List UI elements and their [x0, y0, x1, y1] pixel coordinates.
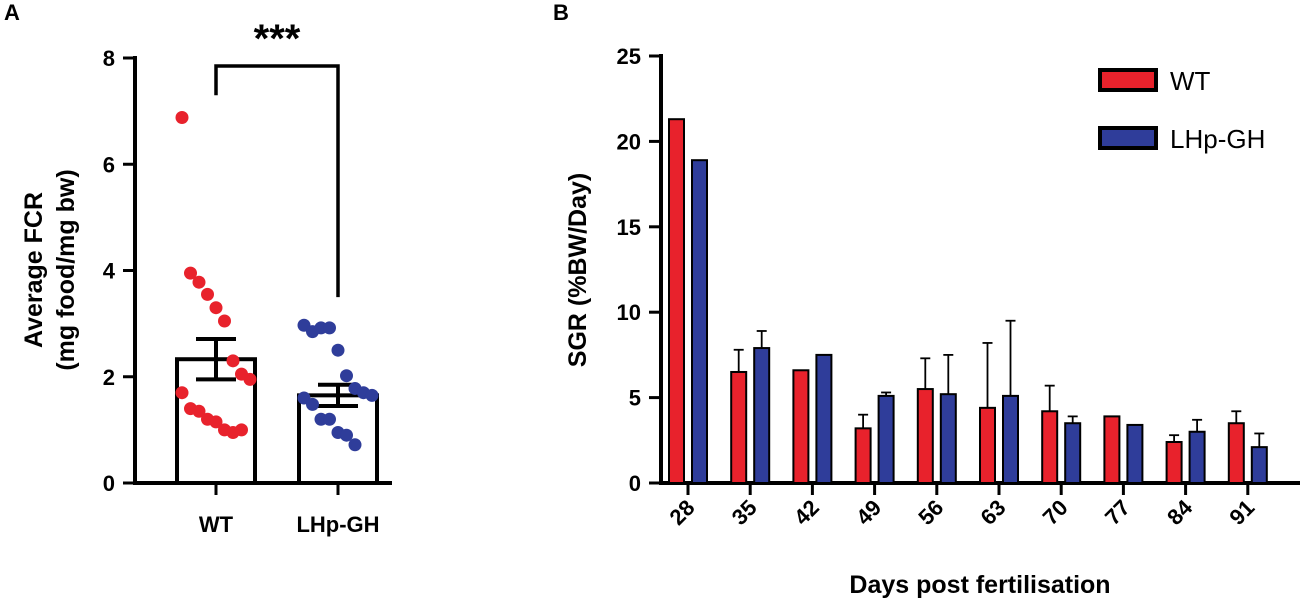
panel-b-x-axis-title: Days post fertilisation — [849, 571, 1110, 599]
panel-b-legend-swatch-lhp-gh — [1098, 126, 1158, 150]
panel-b-bar-wt — [1041, 410, 1059, 485]
panel-a-data-point — [209, 301, 223, 315]
panel-a-data-point — [331, 343, 345, 357]
panel-b-bar-wt — [730, 370, 748, 485]
panel-a-data-point — [192, 404, 206, 418]
panel-b-bar-lhp-gh — [877, 394, 895, 484]
panel-b-y-tick-label: 10 — [617, 300, 641, 325]
panel-a-data-point — [365, 388, 379, 402]
panel-b-bar-lhp-gh — [1064, 422, 1082, 484]
panel-b-bar-lhp-gh — [1126, 423, 1144, 485]
panel-b-bar-lhp-gh — [753, 347, 771, 484]
panel-b-x-tick-label: 91 — [1224, 495, 1259, 530]
panel-a: A Average FCR (mg food/mg bw) 0 2 4 6 8 WT LHp… — [4, 0, 392, 537]
panel-b-bar-wt — [1227, 422, 1245, 484]
panel-b-legend-label-lhp-gh: LHp-GH — [1170, 124, 1265, 154]
panel-b-bar-wt — [792, 369, 810, 484]
panel-a-data-point — [192, 275, 206, 289]
panel-a-y-tick-label: 8 — [103, 46, 115, 71]
panel-a-data-point — [323, 412, 336, 426]
panel-b-bar-wt — [854, 427, 872, 484]
panel-b-bar-lhp-gh — [1002, 394, 1019, 484]
panel-a-data-point — [323, 321, 336, 335]
panel-b-bar-lhp-gh — [1250, 446, 1268, 484]
panel-b-x-tick-label: 56 — [913, 495, 948, 530]
panel-a-x-tick-label: LHp-GH — [296, 512, 379, 537]
panel-b-bar-lhp-gh — [1188, 430, 1206, 485]
panel-a-data-point — [201, 287, 214, 301]
panel-b-legend: WT LHp-GH — [1098, 66, 1265, 154]
panel-b-x-tick-label: 77 — [1100, 495, 1135, 530]
panel-b-bar-wt — [979, 406, 996, 484]
panel-b-marks: 0 5 10 15 20 25 28 35 42 49 56 63 70 77 84 91 — [617, 44, 1300, 530]
panel-a-data-point — [306, 397, 319, 411]
panel-a-data-point — [175, 386, 189, 400]
panel-b-bar-wt — [1103, 415, 1121, 484]
panel-a-x-tick-label: WT — [199, 512, 234, 537]
panel-a-data-point — [340, 369, 353, 383]
panel-b-bar-lhp-gh — [815, 353, 833, 484]
panel-b-y-tick-label: 0 — [629, 471, 641, 496]
panel-b-bar-lhp-gh — [691, 159, 708, 485]
panel-a-y-axis-title-line-1: Average FCR — [20, 192, 48, 348]
panel-a-data-point — [340, 428, 353, 442]
panel-b-legend-label-wt: WT — [1170, 66, 1211, 96]
panel-b-legend-swatch-wt — [1098, 68, 1158, 92]
panel-b-x-tick-label: 49 — [851, 495, 886, 530]
panel-a-data-point — [184, 266, 197, 280]
panel-a-significance-bracket — [214, 64, 340, 298]
panel-b-bar-wt — [916, 388, 934, 484]
panel-b-bar-lhp-gh — [939, 393, 957, 484]
panel-b: B SGR (%BW/Day) Days post fertilisation … — [553, 0, 1300, 599]
panel-a-significance-label: *** — [254, 17, 301, 61]
panel-b-x-tick-label: 42 — [789, 495, 824, 530]
panel-b-x-tick-label: 35 — [727, 495, 762, 530]
panel-a-data-point — [348, 438, 362, 452]
panel-b-y-tick-label: 5 — [629, 386, 641, 411]
panel-b-x-tick-label: 84 — [1162, 494, 1198, 530]
panel-b-y-tick-label: 25 — [617, 44, 641, 69]
panel-a-y-tick-label: 4 — [103, 259, 116, 284]
panel-b-x-tick-label: 70 — [1038, 495, 1073, 530]
panel-b-letter: B — [553, 0, 569, 25]
panel-a-y-tick-label: 0 — [103, 471, 115, 496]
panel-b-bar-wt — [668, 118, 685, 484]
panel-a-y-axis-title: Average FCR (mg food/mg bw) — [20, 169, 80, 370]
panel-b-bar-wt — [1165, 441, 1183, 484]
panel-a-data-point — [235, 423, 248, 437]
panel-a-data-point — [209, 415, 223, 429]
panel-b-x-tick-label: 63 — [976, 495, 1011, 530]
panel-a-letter: A — [4, 0, 20, 25]
panel-a-y-tick-label: 2 — [103, 365, 115, 390]
panel-a-y-axis-title-line-2: (mg food/mg bw) — [52, 169, 80, 370]
panel-a-data-point — [243, 372, 257, 386]
panel-b-y-tick-label: 20 — [617, 129, 641, 154]
panel-a-data-point — [218, 314, 231, 328]
panel-b-y-tick-label: 15 — [617, 215, 641, 240]
panel-b-y-axis-title: SGR (%BW/Day) — [564, 173, 592, 367]
panel-a-y-tick-label: 6 — [103, 152, 115, 177]
panel-a-data-point — [226, 354, 240, 368]
panel-a-data-point — [175, 111, 189, 124]
panel-a-marks: 0 2 4 6 8 WT LHp-GH *** — [103, 17, 392, 537]
panel-b-x-tick-label: 28 — [665, 495, 700, 530]
